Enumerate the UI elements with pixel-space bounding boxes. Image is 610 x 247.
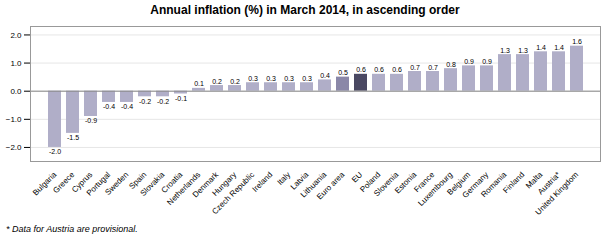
svg-text:Euro area: Euro area [315, 170, 347, 202]
svg-text:-0.2: -0.2 [157, 98, 169, 105]
svg-text:Slovakia: Slovakia [138, 170, 166, 198]
svg-text:-2.0: -2.0 [49, 148, 61, 155]
svg-text:0.6: 0.6 [374, 66, 384, 73]
svg-text:Czech Republic: Czech Republic [210, 170, 256, 216]
svg-text:United Kingdom: United Kingdom [534, 170, 581, 217]
svg-text:-0.2: -0.2 [139, 98, 151, 105]
svg-text:Austria*: Austria* [536, 170, 563, 197]
svg-text:Hungary: Hungary [210, 170, 239, 198]
svg-text:0.6: 0.6 [356, 66, 366, 73]
svg-text:Cyprus: Cyprus [69, 170, 95, 195]
svg-text:0.5: 0.5 [338, 69, 348, 76]
svg-text:0.4: 0.4 [320, 72, 330, 79]
svg-text:-1.5: -1.5 [67, 134, 79, 141]
svg-text:0.3: 0.3 [266, 75, 276, 82]
svg-text:Luxembourg: Luxembourg [416, 170, 455, 208]
svg-text:0.7: 0.7 [410, 64, 420, 71]
svg-text:Netherlands: Netherlands [165, 170, 203, 208]
svg-text:0.0: 0.0 [10, 87, 22, 96]
svg-text:0.3: 0.3 [284, 75, 294, 82]
svg-text:1.4: 1.4 [554, 44, 564, 51]
svg-text:Lithuania: Lithuania [298, 170, 329, 200]
svg-text:Finland: Finland [501, 170, 526, 195]
svg-text:0.9: 0.9 [482, 58, 492, 65]
svg-text:Estonia: Estonia [393, 170, 419, 196]
html-text:Annual inflation (%) in March: Annual inflation (%) in March 2014, in a… [150, 3, 460, 17]
svg-text:Latvia: Latvia [288, 170, 311, 192]
svg-text:1.4: 1.4 [536, 44, 546, 51]
svg-text:-0.4: -0.4 [103, 103, 115, 110]
svg-text:1.3: 1.3 [518, 47, 528, 54]
svg-text:-0.4: -0.4 [121, 103, 133, 110]
html-text:* Data for Austria are provisi: * Data for Austria are provisional. [6, 224, 138, 234]
svg-text:Portugal: Portugal [84, 170, 113, 198]
svg-text:0.6: 0.6 [392, 66, 402, 73]
svg-text:Malta: Malta [524, 170, 545, 191]
svg-text:Poland: Poland [358, 170, 383, 195]
svg-text:EU: EU [350, 170, 364, 184]
svg-text:Greece: Greece [51, 170, 77, 196]
svg-text:0.9: 0.9 [464, 58, 474, 65]
svg-text:0.3: 0.3 [302, 75, 312, 82]
svg-text:Croatia: Croatia [159, 170, 185, 195]
svg-text:-0.9: -0.9 [85, 117, 97, 124]
svg-text:-0.1: -0.1 [175, 95, 187, 102]
svg-text:−1.0: −1.0 [6, 115, 22, 124]
svg-text:0.2: 0.2 [212, 78, 222, 85]
svg-text:−2.0: −2.0 [6, 143, 22, 152]
svg-text:Sweden: Sweden [103, 170, 130, 197]
svg-text:Slovenia: Slovenia [372, 170, 400, 198]
svg-text:Belgium: Belgium [445, 170, 473, 197]
svg-text:Bulgaria: Bulgaria [31, 170, 59, 198]
svg-text:2.0: 2.0 [10, 30, 22, 39]
svg-text:Germany: Germany [460, 170, 491, 200]
svg-text:Ireland: Ireland [251, 170, 275, 194]
svg-text:1.0: 1.0 [10, 59, 22, 68]
svg-text:0.8: 0.8 [446, 61, 456, 68]
svg-text:Romania: Romania [479, 170, 509, 200]
svg-text:Denmark: Denmark [190, 170, 221, 200]
svg-text:0.1: 0.1 [194, 80, 204, 87]
svg-text:France: France [412, 170, 437, 195]
svg-text:0.3: 0.3 [248, 75, 258, 82]
svg-text:1.6: 1.6 [572, 38, 582, 45]
svg-text:0.7: 0.7 [428, 64, 438, 71]
svg-text:0.2: 0.2 [230, 78, 240, 85]
svg-text:Spain: Spain [127, 170, 149, 191]
svg-text:1.3: 1.3 [500, 47, 510, 54]
svg-text:Italy: Italy [275, 170, 293, 187]
